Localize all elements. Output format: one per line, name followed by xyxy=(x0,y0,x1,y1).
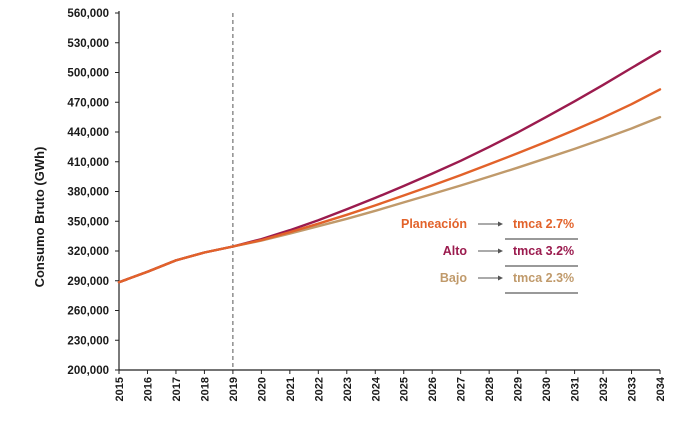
y-tick-label: 260,000 xyxy=(67,306,109,318)
x-tick-label: 2023 xyxy=(342,377,354,401)
arrow-head-icon xyxy=(498,221,503,227)
x-tick-label: 2027 xyxy=(456,377,468,401)
x-tick-label: 2015 xyxy=(114,377,126,401)
y-tick-label: 410,000 xyxy=(67,157,109,169)
annotation-tmca-value: tmca 2.7% xyxy=(513,217,574,231)
x-tick-label: 2021 xyxy=(285,377,297,401)
y-axis-label: Consumo Bruto (GWh) xyxy=(32,147,47,288)
x-tick-label: 2025 xyxy=(399,377,411,401)
y-tick-label: 320,000 xyxy=(67,246,109,258)
series-annotations: Planeación tmca 2.7% Alto tmca 3.2% Bajo tmca… xyxy=(401,217,578,294)
y-tick-label: 200,000 xyxy=(67,365,109,377)
annotation-tmca-value: tmca 3.2% xyxy=(513,244,574,258)
x-tick-label: 2032 xyxy=(598,377,610,401)
y-tick-label: 290,000 xyxy=(67,276,109,288)
chart-axes xyxy=(118,11,660,371)
y-tick-label: 380,000 xyxy=(67,187,109,199)
x-tick-label: 2018 xyxy=(199,377,211,401)
x-tick-label: 2033 xyxy=(627,377,639,401)
series-lines xyxy=(117,50,662,284)
y-tick-label: 470,000 xyxy=(67,97,109,109)
y-tick-label: 440,000 xyxy=(67,127,109,139)
x-tick-label: 2034 xyxy=(655,376,667,401)
y-tick-label: 350,000 xyxy=(67,216,109,228)
y-tick-label: 530,000 xyxy=(67,38,109,50)
x-tick-label: 2019 xyxy=(228,377,240,401)
y-tick-label: 230,000 xyxy=(67,335,109,347)
annotation-tmca-value: tmca 2.3% xyxy=(513,271,574,285)
x-tick-label: 2022 xyxy=(313,377,325,401)
arrow-head-icon xyxy=(498,248,503,254)
annotation-series-name: Bajo xyxy=(440,271,467,285)
x-tick-label: 2031 xyxy=(570,377,582,401)
x-tick-label: 2026 xyxy=(427,377,439,401)
arrow-head-icon xyxy=(498,275,503,281)
x-tick-label: 2020 xyxy=(256,377,268,401)
x-tick-label: 2030 xyxy=(541,377,553,401)
series-line-alto xyxy=(117,50,662,284)
x-tick-label: 2024 xyxy=(370,376,382,401)
series-line-planeacion xyxy=(117,88,662,284)
annotation-series-name: Planeación xyxy=(401,217,467,231)
y-tick-label: 560,000 xyxy=(67,8,109,20)
x-axis-ticks: 2015 2016 2017 2018 2019 2020 2021 2022 2023 2024… xyxy=(114,370,667,401)
x-tick-label: 2028 xyxy=(484,377,496,401)
x-tick-label: 2016 xyxy=(142,377,154,401)
x-tick-label: 2029 xyxy=(513,377,525,401)
annotation-series-name: Alto xyxy=(443,244,468,258)
y-axis-ticks: 200,000 230,000 260,000 290,000 320,000 350,0… xyxy=(67,8,119,377)
y-tick-label: 500,000 xyxy=(67,68,109,80)
x-tick-label: 2017 xyxy=(171,377,183,401)
